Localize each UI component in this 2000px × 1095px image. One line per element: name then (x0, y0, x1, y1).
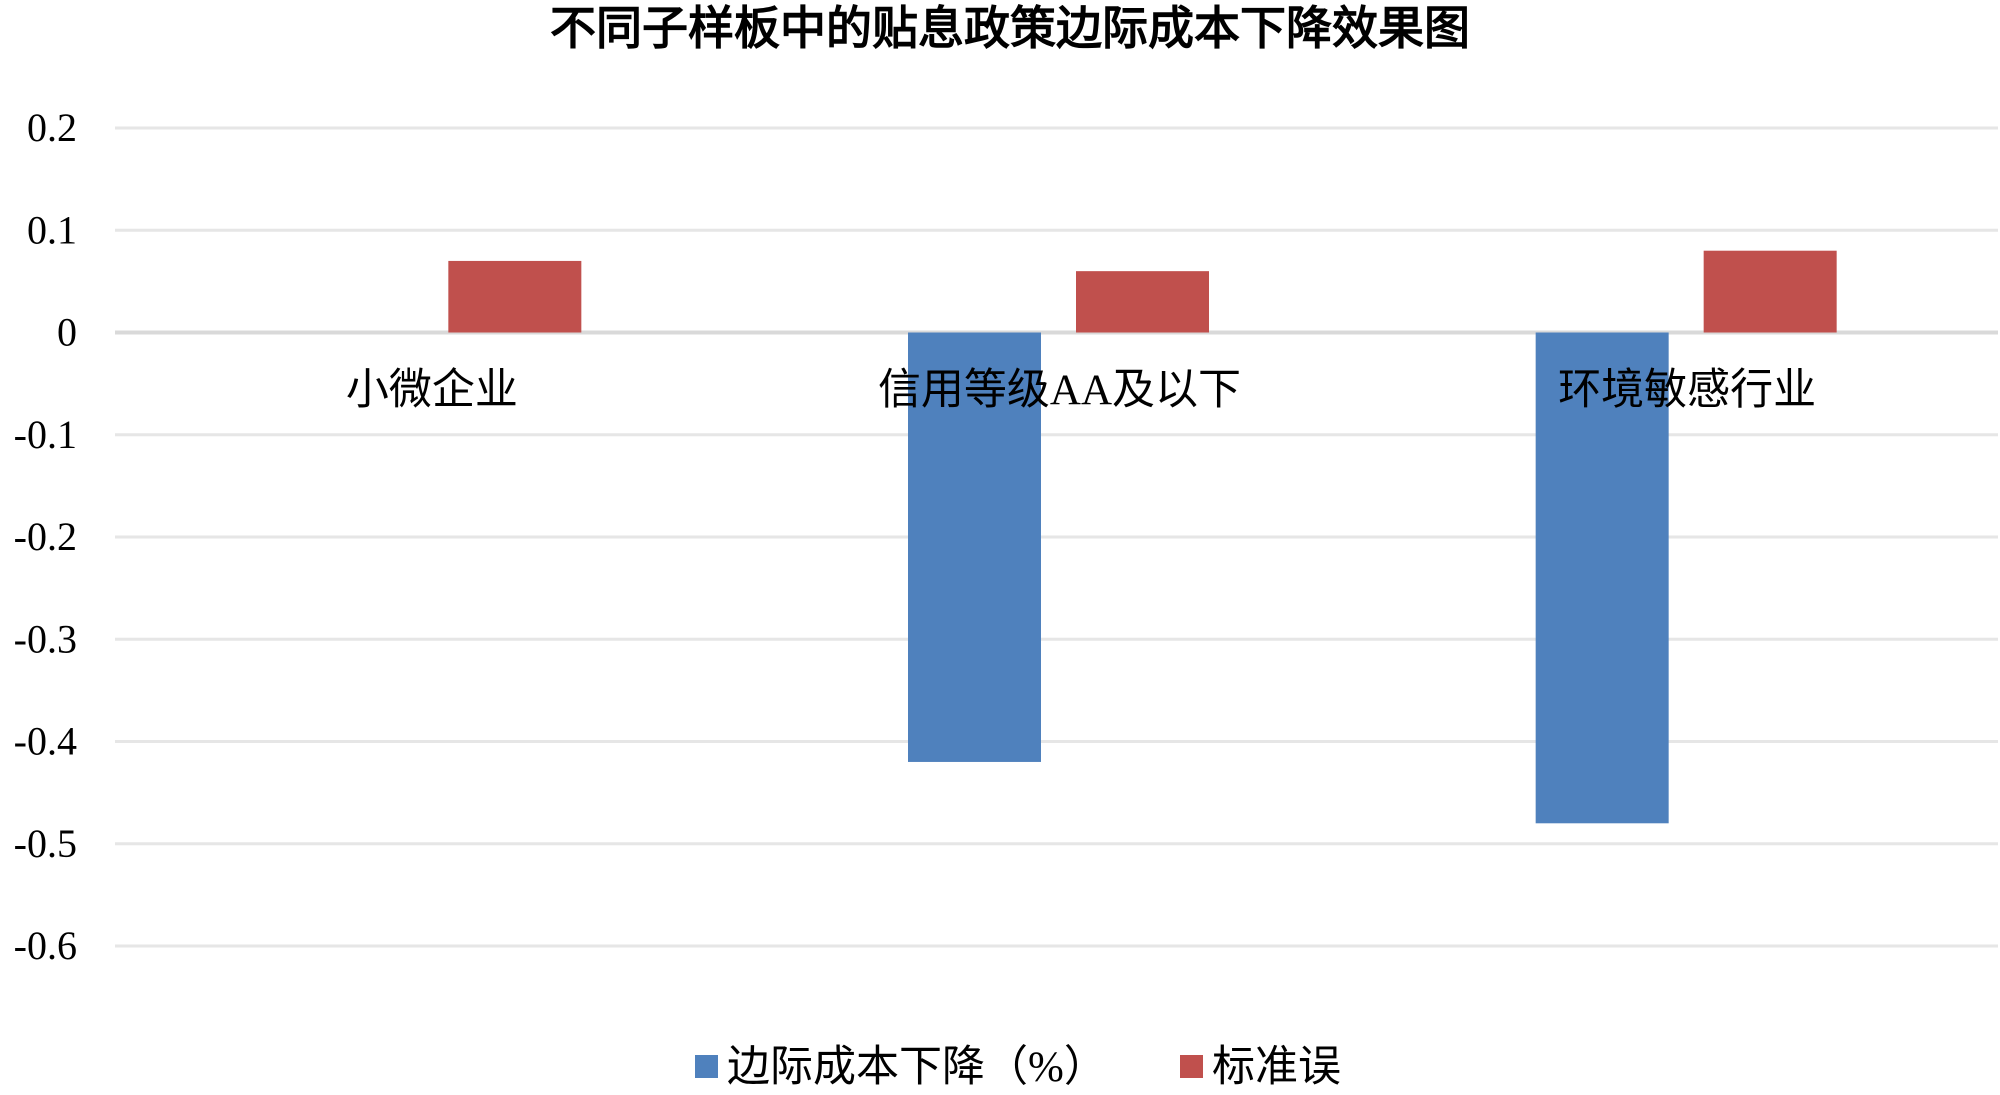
bar-cost-reduction (1535, 332, 1669, 824)
y-axis-ticks: 0.2 0.1 0 -0.1 -0.2 -0.3 -0.4 -0.5 -0.6 (14, 105, 77, 968)
gridlines (115, 126, 1998, 948)
bar-std-error (1703, 250, 1837, 333)
x-axis-categories: 小微企业 信用等级AA及以下 环境敏感行业 (346, 366, 1816, 414)
bar-cost-reduction (908, 332, 1041, 762)
chart-title: 不同子样板中的贴息政策边际成本下降效果图 (550, 3, 1470, 54)
y-tick-label: -0.6 (14, 923, 77, 968)
x-category-label: 小微企业 (346, 366, 518, 414)
y-tick-label: 0.2 (27, 105, 77, 150)
y-tick-label: -0.5 (14, 821, 77, 866)
bar-std-error (1076, 271, 1209, 333)
legend-swatch (695, 1055, 718, 1078)
bars (448, 250, 1837, 824)
y-tick-label: -0.1 (14, 412, 77, 457)
y-tick-label: -0.3 (14, 616, 77, 661)
legend-label: 边际成本下降（%） (727, 1044, 1107, 1091)
y-tick-label: -0.4 (14, 719, 77, 764)
x-category-label: 信用等级AA及以下 (878, 367, 1241, 414)
y-tick-label: 0 (57, 310, 77, 355)
bar-std-error (448, 260, 582, 333)
y-tick-label: -0.2 (14, 514, 77, 559)
legend-swatch (1180, 1055, 1203, 1078)
legend: 边际成本下降（%） 标准误 (695, 1044, 1341, 1091)
x-category-label: 环境敏感行业 (1558, 366, 1816, 414)
legend-label: 标准误 (1212, 1044, 1341, 1091)
y-tick-label: 0.1 (27, 207, 77, 252)
